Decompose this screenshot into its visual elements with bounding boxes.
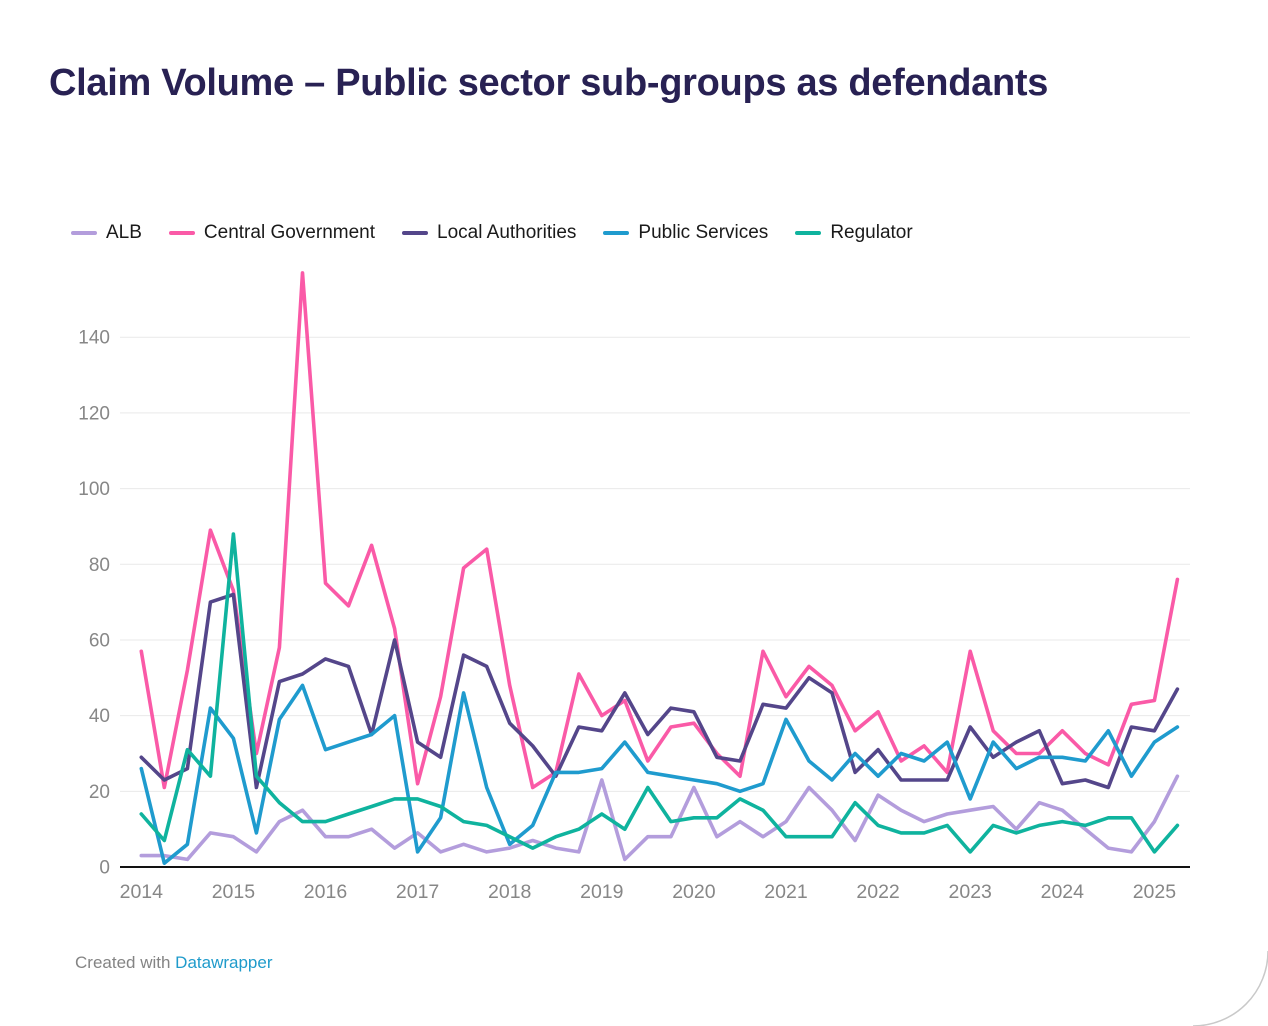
series-line-regulator [139,532,1180,854]
legend-swatch-alb [71,231,97,235]
y-tick-label: 140 [78,328,110,349]
y-tick-label: 80 [89,555,110,576]
legend-swatch-regulator [795,231,822,235]
x-tick-label: 2019 [580,881,623,903]
attribution-prefix: Created with [75,953,176,972]
chart-legend: ALB Central Government Local Authorities… [71,222,913,244]
y-tick-label: 120 [78,403,110,424]
x-tick-label: 2014 [120,881,164,903]
y-tick-label: 20 [89,782,110,803]
chart-title: Claim Volume – Public sector sub-groups … [49,62,1049,104]
legend-item-local-authorities: Local Authorities [402,222,576,244]
legend-label-public-services: Public Services [638,222,769,243]
series-line-public-services [139,683,1180,866]
legend-swatch-public-services [603,231,630,235]
x-tick-label: 2018 [488,881,531,903]
legend-label-alb: ALB [106,222,142,243]
y-tick-label: 100 [78,479,110,500]
legend-label-regulator: Regulator [830,222,913,243]
x-tick-label: 2021 [764,881,807,903]
x-tick-label: 2024 [1041,881,1085,903]
series-line-alb [139,774,1180,862]
y-tick-label: 40 [89,706,110,727]
x-tick-label: 2023 [949,881,992,903]
attribution-footer: Created with Datawrapper [75,953,273,973]
datawrapper-link[interactable]: Datawrapper [175,953,273,972]
legend-swatch-central-government [168,231,195,235]
x-tick-label: 2016 [304,881,347,903]
x-tick-label: 2022 [856,881,899,903]
legend-swatch-local-authorities [402,231,428,235]
legend-label-central-government: Central Government [203,222,375,243]
series-line-local-authorities [139,592,1180,790]
x-tick-label: 2015 [212,881,256,903]
legend-item-central-government: Central Government [168,222,375,244]
legend-item-public-services: Public Services [603,222,768,244]
rounded-corner-arc [1192,950,1268,1026]
x-tick-label: 2017 [396,881,439,903]
legend-item-alb: ALB [71,222,142,244]
x-tick-label: 2020 [672,881,716,903]
y-tick-label: 60 [89,630,110,651]
x-tick-label: 2025 [1133,881,1177,903]
legend-item-regulator: Regulator [795,222,913,244]
y-tick-label: 0 [99,858,110,879]
legend-label-local-authorities: Local Authorities [437,222,577,243]
series-line-central-government [139,271,1180,790]
